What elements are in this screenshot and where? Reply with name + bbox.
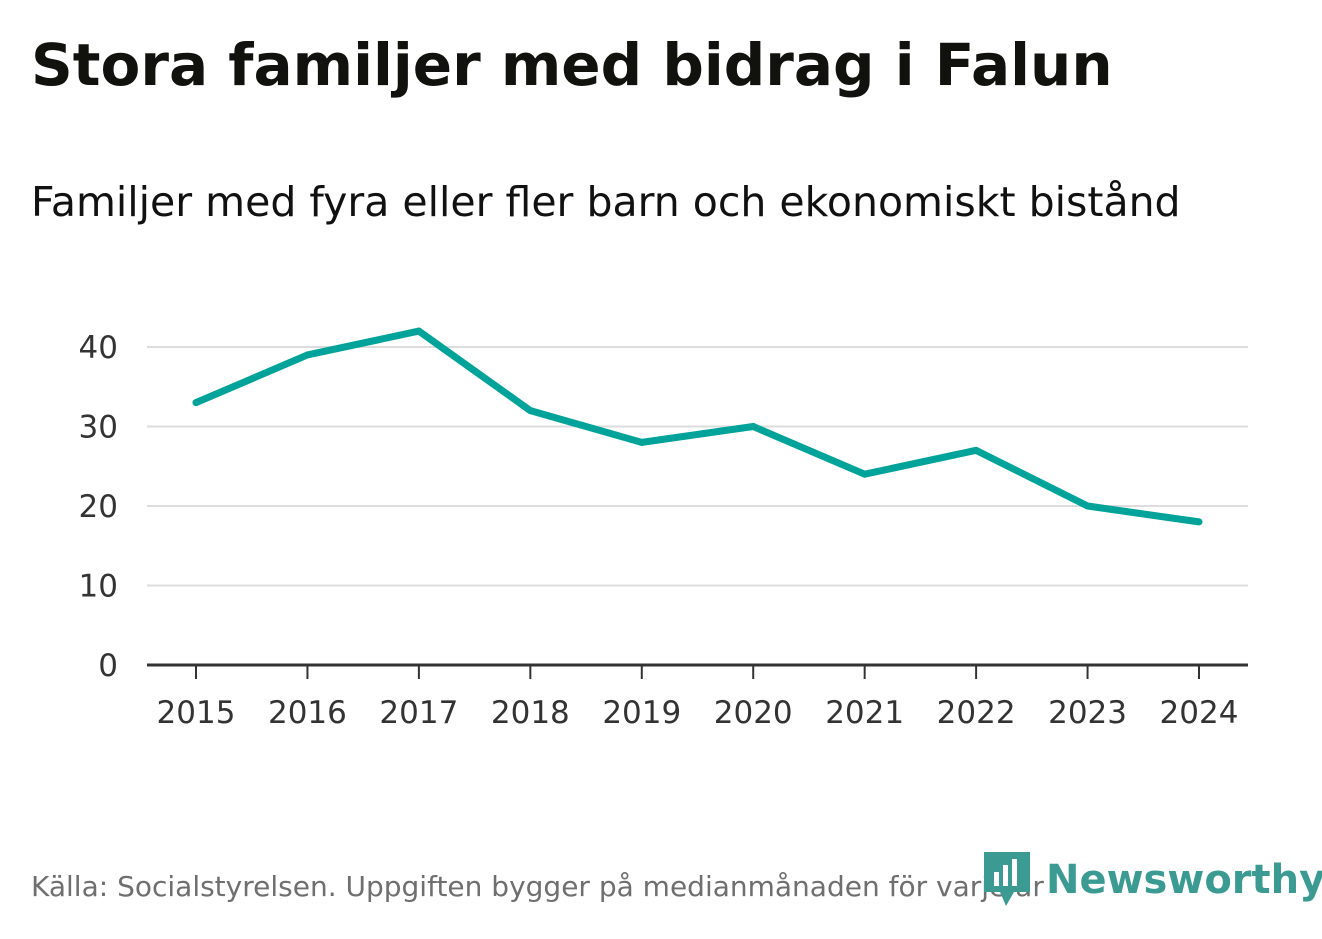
data-point-2023	[1084, 502, 1092, 510]
data-point-2018	[526, 407, 534, 415]
x-tick-label-2023: 2023	[1048, 695, 1127, 731]
y-tick-label-40: 40	[79, 330, 118, 366]
x-tick-label-2021: 2021	[825, 695, 904, 731]
data-point-2020	[749, 423, 757, 430]
y-tick-label-20: 20	[79, 489, 118, 525]
x-tick-label-2015: 2015	[157, 695, 236, 731]
y-axis-tick-labels: 0 10 20 30 40	[79, 330, 118, 684]
data-point-2016	[303, 351, 311, 359]
x-tick-label-2019: 2019	[602, 695, 681, 731]
chart-subtitle: Familjer med fyra eller fler barn och ek…	[31, 178, 1181, 226]
data-point-2017	[415, 327, 423, 335]
newsworthy-logo: Newsworthy	[982, 850, 1322, 910]
data-point-2019	[638, 438, 646, 446]
newsworthy-logo-text: Newsworthy	[1046, 857, 1322, 903]
source-note: Källa: Socialstyrelsen. Uppgiften bygger…	[31, 870, 1044, 903]
x-tick-label-2016: 2016	[268, 695, 347, 731]
y-tick-label-0: 0	[98, 648, 118, 684]
series-layer	[192, 327, 1203, 526]
x-tick-label-2022: 2022	[937, 695, 1016, 731]
y-tick-label-10: 10	[79, 569, 118, 605]
chart-title: Stora familjer med bidrag i Falun	[31, 31, 1113, 99]
x-tick-label-2018: 2018	[491, 695, 570, 731]
data-point-2024	[1195, 518, 1203, 526]
y-tick-label-30: 30	[79, 410, 118, 446]
gridlines	[147, 346, 1248, 587]
data-point-2022	[972, 446, 980, 454]
data-point-2015	[192, 399, 200, 407]
x-axis: 2015 2016 2017 2018 2019 2020 2021 2022 2023 2024	[147, 663, 1248, 731]
series-line-0	[194, 327, 1200, 526]
x-tick-label-2024: 2024	[1160, 695, 1239, 731]
x-tick-label-2020: 2020	[714, 695, 793, 731]
x-tick-label-2017: 2017	[379, 695, 458, 731]
data-point-2021	[861, 470, 869, 478]
newsworthy-logo-icon	[984, 852, 1030, 906]
